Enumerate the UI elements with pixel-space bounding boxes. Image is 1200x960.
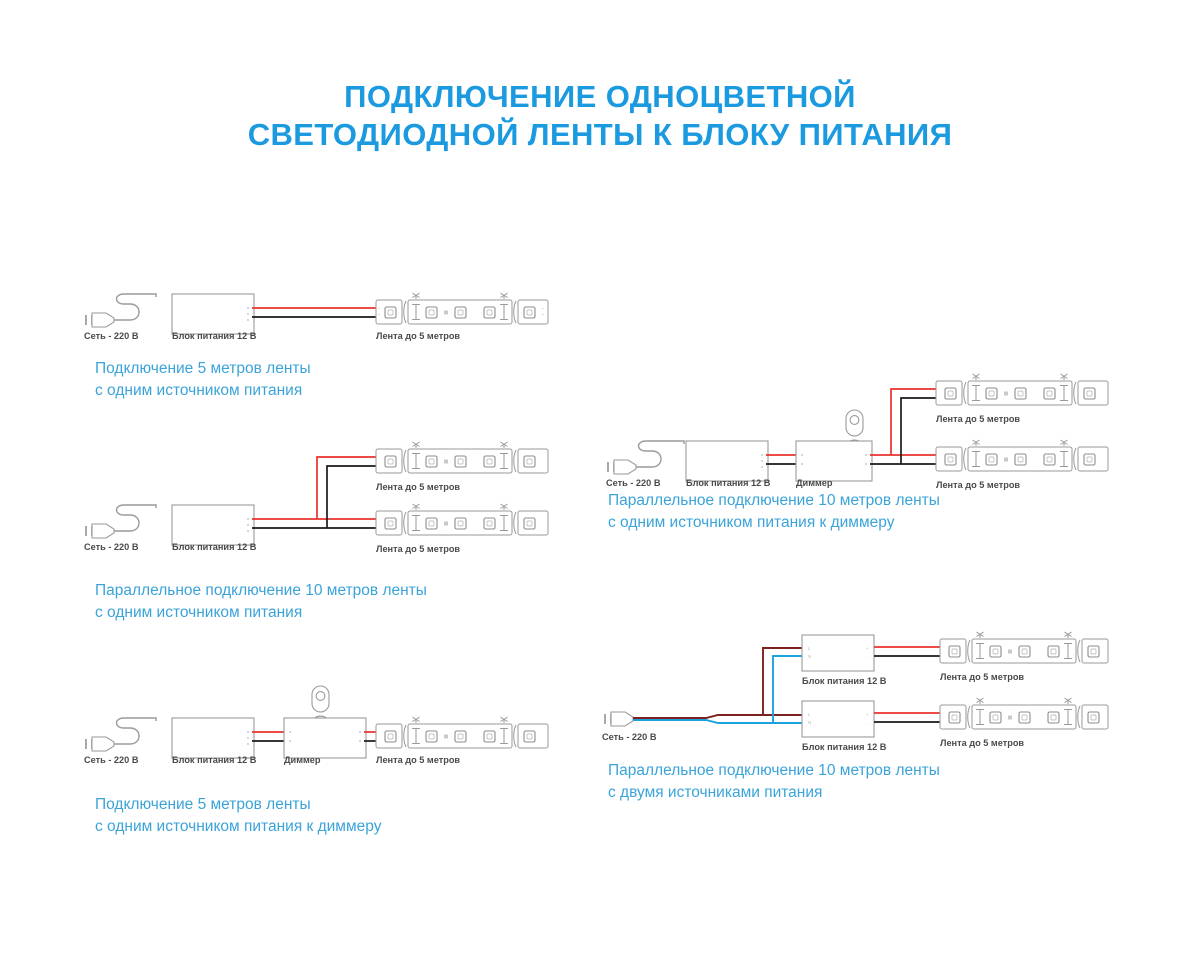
mains-label: Сеть - 220 В: [606, 478, 661, 488]
caption-line-1: Параллельное подключение 10 метров ленты: [608, 762, 940, 779]
led-strip: [375, 503, 549, 536]
mains-wires: [633, 647, 802, 724]
terminal-plus-label: +: [866, 646, 869, 651]
psu-to-dimmer-wires: [252, 731, 284, 742]
strip-label: Лента до 5 метров: [940, 672, 1024, 682]
led-strip: [939, 697, 1109, 730]
power-supply-unit: [685, 440, 769, 482]
dc-wires-parallel: [252, 456, 376, 529]
caption-line-1: Подключение 5 метров ленты: [95, 360, 311, 377]
mains-label: Сеть - 220 В: [84, 542, 139, 552]
power-supply-unit: L N + -: [801, 634, 875, 672]
dc-wires: [252, 307, 376, 318]
strip-label: Лента до 5 метров: [376, 544, 460, 554]
caption-line-2: с одним источником питания: [95, 604, 303, 621]
psu-label: Блок питания 12 В: [172, 542, 257, 552]
caption-line-2: с одним источником питания к диммеру: [608, 514, 895, 531]
mains-label: Сеть - 220 В: [84, 755, 139, 765]
caption-line-1: Параллельное подключение 10 метров ленты: [95, 582, 427, 599]
power-supply-unit: [171, 504, 255, 546]
diagram-two-strips-two-psu-parallel: Сеть - 220 В L N + - Блок питания 12 В: [600, 622, 1109, 767]
terminal-live-label: L: [808, 712, 811, 717]
page-title-line-1: ПОДКЛЮЧЕНИЕ ОДНОЦВЕТНОЙ: [344, 79, 856, 114]
psu-to-dimmer-wires: [766, 454, 796, 465]
terminal-minus-label: -: [866, 721, 868, 726]
mains-plug-icon: [85, 293, 157, 328]
led-strip: [375, 292, 549, 325]
dimmer-unit: [283, 717, 367, 759]
dimmer-label: Диммер: [284, 755, 321, 765]
dc-wires-lower: [874, 712, 940, 723]
led-strip: [939, 631, 1109, 664]
mains-label: Сеть - 220 В: [84, 331, 139, 341]
remote-control-icon: [845, 409, 864, 447]
led-strip: [375, 441, 549, 474]
mains-label: Сеть - 220 В: [602, 732, 657, 742]
diagram-single-strip-one-psu: Сеть - 220 В Блок питания 12 В: [84, 282, 584, 352]
dimmer-label: Диммер: [796, 478, 833, 488]
dc-wires-parallel: [870, 388, 936, 465]
strip-label: Лента до 5 метров: [940, 738, 1024, 748]
led-strip: [935, 439, 1109, 472]
mains-plug-icon: [85, 504, 157, 539]
dimmer-to-strip-wires: [364, 731, 376, 742]
page-title-line-2: СВЕТОДИОДНОЙ ЛЕНТЫ К БЛОКУ ПИТАНИЯ: [247, 117, 953, 152]
mains-plug-icon: [604, 711, 634, 727]
caption-line-2: с одним источником питания к диммеру: [95, 818, 382, 835]
caption-line-1: Параллельное подключение 10 метров ленты: [608, 492, 940, 509]
psu-label: Блок питания 12 В: [172, 331, 257, 341]
terminal-neutral-label: N: [808, 654, 811, 659]
psu-label: Блок питания 12 В: [172, 755, 257, 765]
caption-line-2: с одним источником питания: [95, 382, 303, 399]
caption-single-strip-one-psu-dimmer: Подключение 5 метров ленты с одним источ…: [95, 794, 381, 838]
dc-wires-upper: [874, 646, 940, 657]
psu-label: Блок питания 12 В: [802, 742, 887, 752]
terminal-live-label: L: [808, 646, 811, 651]
terminal-plus-label: +: [866, 712, 869, 717]
led-strip: [935, 373, 1109, 406]
strip-label: Лента до 5 метров: [376, 755, 460, 765]
power-supply-unit: L N + -: [801, 700, 875, 738]
diagram-single-strip-one-psu-dimmer: Сеть - 220 В Блок питания 12 В Диммер: [84, 684, 584, 784]
strip-label: Лента до 5 метров: [376, 331, 460, 341]
caption-line-2: с двумя источниками питания: [608, 784, 823, 801]
caption-single-strip-one-psu: Подключение 5 метров ленты с одним источ…: [95, 358, 311, 402]
mains-plug-icon: [85, 717, 157, 752]
psu-label: Блок питания 12 В: [802, 676, 887, 686]
caption-line-1: Подключение 5 метров ленты: [95, 796, 311, 813]
led-strip: [375, 716, 549, 749]
diagram-two-strips-one-psu-parallel: Сеть - 220 В Блок питания 12 В: [84, 440, 584, 570]
terminal-neutral-label: N: [808, 720, 811, 725]
strip-label: Лента до 5 метров: [376, 482, 460, 492]
mains-plug-icon: [607, 440, 685, 475]
strip-label: Лента до 5 метров: [936, 480, 1020, 490]
diagram-two-strips-one-psu-dimmer-parallel: Сеть - 220 В Блок питания 12 В Диммер: [606, 372, 1109, 507]
power-supply-unit: [171, 293, 255, 335]
caption-two-strips-one-psu-dimmer-parallel: Параллельное подключение 10 метров ленты…: [608, 490, 940, 534]
page-title: ПОДКЛЮЧЕНИЕ ОДНОЦВЕТНОЙ СВЕТОДИОДНОЙ ЛЕН…: [0, 78, 1200, 154]
caption-two-strips-two-psu-parallel: Параллельное подключение 10 метров ленты…: [608, 760, 940, 804]
dimmer-unit: [795, 440, 873, 482]
psu-label: Блок питания 12 В: [686, 478, 771, 488]
strip-label: Лента до 5 метров: [936, 414, 1020, 424]
power-supply-unit: [171, 717, 255, 759]
remote-control-icon: [311, 685, 330, 723]
caption-two-strips-one-psu-parallel: Параллельное подключение 10 метров ленты…: [95, 580, 427, 624]
terminal-minus-label: -: [866, 655, 868, 660]
